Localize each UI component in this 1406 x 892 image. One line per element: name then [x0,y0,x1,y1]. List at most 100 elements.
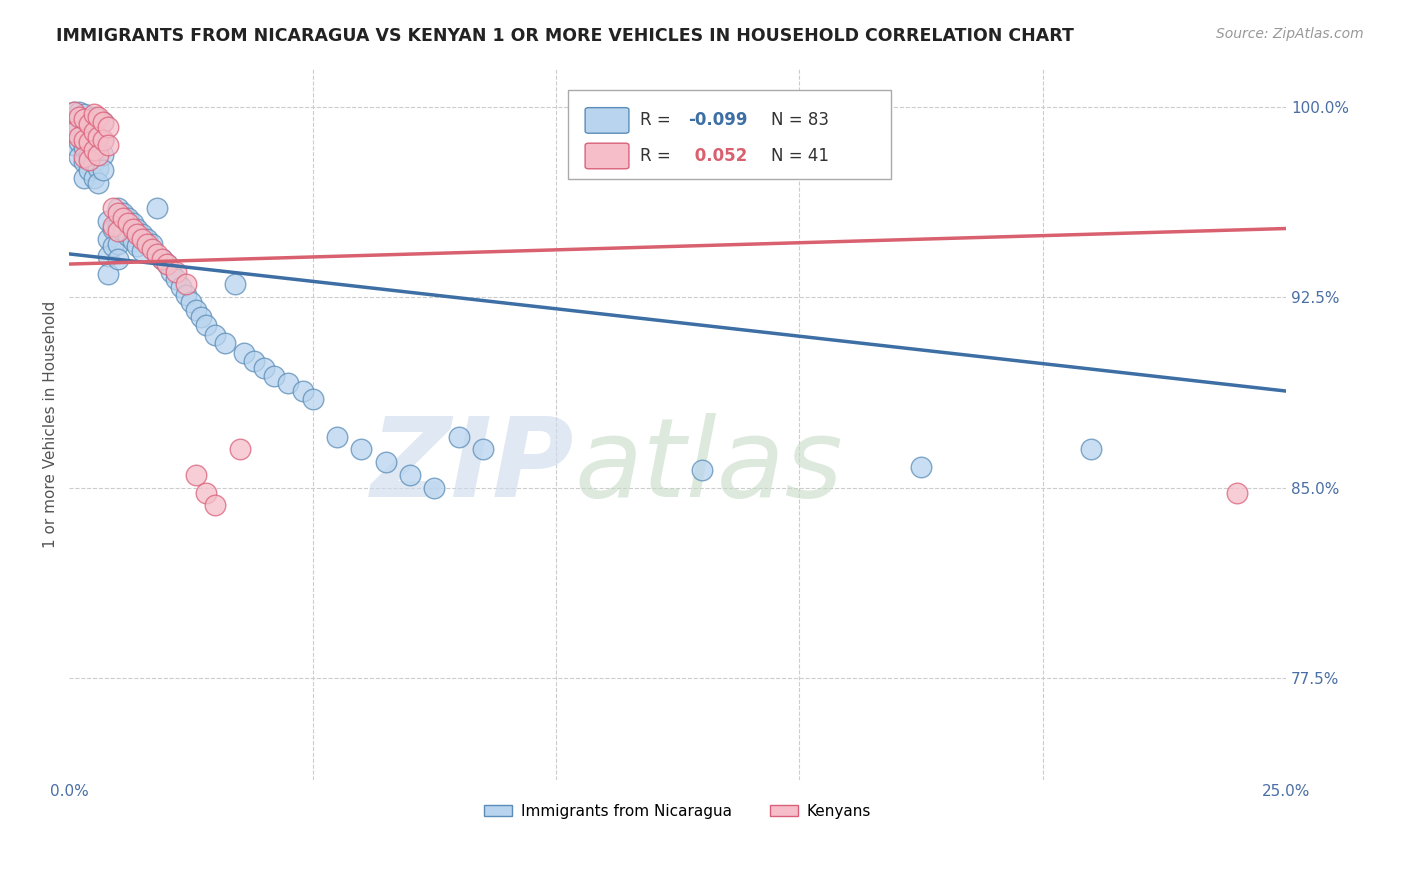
Point [204,499,226,513]
Text: -0.099: -0.099 [689,112,748,129]
Point [91,115,114,129]
Point [107,252,129,266]
Point [63,125,86,139]
Point [77,135,100,149]
Point [87,130,110,145]
Point [1080,442,1102,457]
Point [87,176,110,190]
Point [97,267,120,281]
Point [1226,485,1249,500]
Point [165,272,187,286]
Point [224,277,246,292]
Point [165,265,187,279]
Point [423,481,446,495]
Point [117,211,139,226]
Point [690,463,713,477]
Point [83,155,105,169]
Point [277,376,299,391]
Point [291,384,314,398]
Point [87,110,110,124]
Point [107,219,129,233]
Point [447,430,470,444]
Point [87,145,110,160]
Point [73,155,96,169]
Point [263,368,285,383]
Point [136,232,159,246]
Point [111,206,134,220]
Point [160,265,183,279]
Point [184,302,207,317]
Text: Source: ZipAtlas.com: Source: ZipAtlas.com [1216,27,1364,41]
Point [73,170,96,185]
Point [170,280,193,294]
Point [73,107,96,121]
Point [63,137,86,152]
Point [127,227,149,241]
Text: IMMIGRANTS FROM NICARAGUA VS KENYAN 1 OR MORE VEHICLES IN HOUSEHOLD CORRELATION : IMMIGRANTS FROM NICARAGUA VS KENYAN 1 OR… [56,27,1074,45]
Point [77,153,100,167]
Point [67,104,90,119]
Point [107,206,129,220]
Point [77,148,100,162]
Point [194,485,217,500]
Point [155,257,177,271]
Point [146,247,169,261]
Point [155,257,177,271]
Point [121,221,143,235]
Point [214,335,236,350]
FancyBboxPatch shape [568,90,890,178]
Point [136,236,159,251]
Point [374,455,396,469]
Point [174,277,197,292]
Point [243,353,266,368]
Point [150,252,173,266]
Point [97,232,120,246]
Text: N = 41: N = 41 [772,147,830,165]
Point [77,163,100,178]
Point [121,216,143,230]
Point [67,120,90,134]
Point [83,143,105,157]
Point [87,112,110,127]
Point [174,287,197,301]
Point [194,318,217,332]
Point [228,442,250,457]
Point [326,430,349,444]
Point [83,140,105,154]
Point [91,133,114,147]
Point [101,219,124,233]
Point [91,133,114,147]
Point [83,110,105,124]
Point [180,295,202,310]
Point [127,239,149,253]
Point [184,467,207,482]
Point [73,125,96,139]
Point [63,104,86,119]
Point [63,125,86,139]
Point [83,125,105,139]
Point [107,236,129,251]
Point [63,104,86,119]
Text: atlas: atlas [574,413,842,520]
Point [73,150,96,164]
Point [77,133,100,147]
Point [67,130,90,145]
FancyBboxPatch shape [585,108,628,133]
Point [910,460,932,475]
Point [253,361,276,376]
Point [146,201,169,215]
Point [150,252,173,266]
Legend: Immigrants from Nicaragua, Kenyans: Immigrants from Nicaragua, Kenyans [478,798,877,825]
Point [190,310,212,325]
Point [141,236,163,251]
Point [101,201,124,215]
Point [73,112,96,127]
Point [111,224,134,238]
Point [67,135,90,149]
Point [77,117,100,131]
Point [301,392,323,406]
Point [83,125,105,139]
Point [111,211,134,226]
Point [87,148,110,162]
Point [141,242,163,256]
